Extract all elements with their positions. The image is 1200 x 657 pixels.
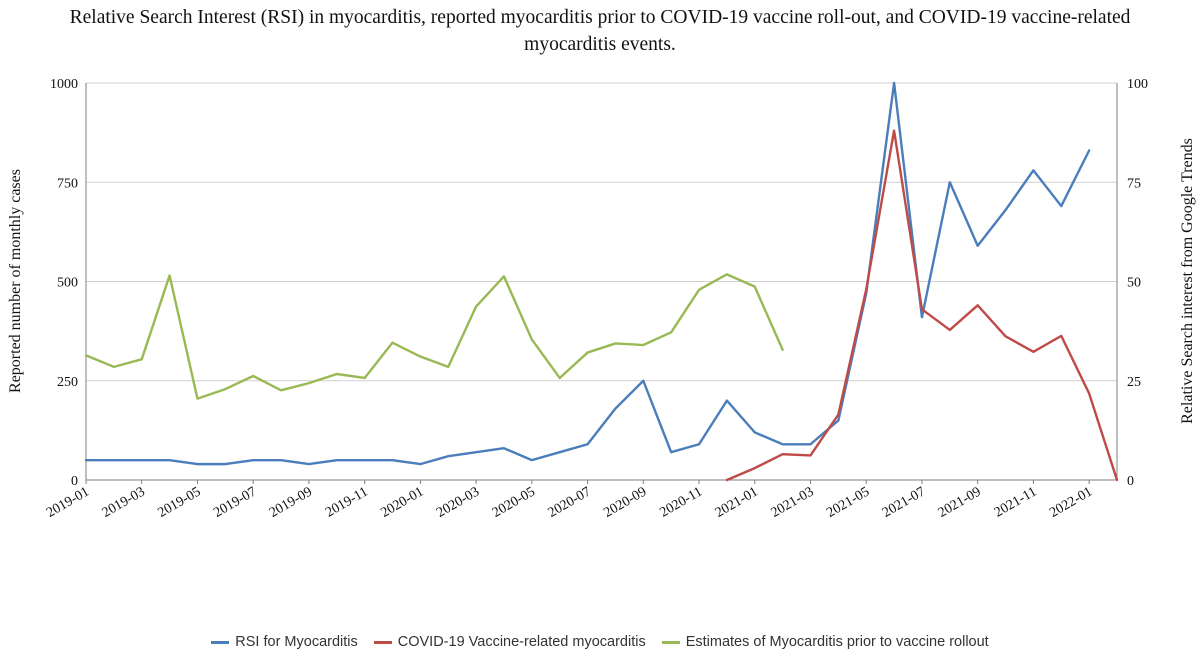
x-tick-label: 2021-09 (936, 484, 984, 520)
x-tick-label: 2022-01 (1047, 484, 1095, 520)
legend-swatch-estimates (661, 640, 680, 644)
y-left-tick-label: 750 (57, 176, 78, 191)
chart-title-line-1: Relative Search Interest (RSI) in myocar… (69, 7, 1131, 28)
x-tick-label: 2021-03 (769, 484, 817, 520)
y-right-tick-label: 75 (1127, 176, 1141, 191)
x-tick-label: 2019-03 (100, 484, 148, 520)
y-right-tick-label: 0 (1127, 474, 1134, 489)
legend-label-vaccine: COVID-19 Vaccine-related myocarditis (397, 634, 646, 650)
series-line-1 (725, 129, 1119, 482)
legend-item-estimates: Estimates of Myocarditis prior to vaccin… (661, 634, 989, 650)
x-tick-label: 2020-07 (546, 484, 594, 520)
x-tick-label: 2019-01 (44, 484, 92, 520)
x-tick-label: 2020-03 (434, 484, 482, 520)
y-axis-right-label: Relative Search interest from Google Tre… (1179, 138, 1196, 424)
y-right-tick-label: 25 (1127, 375, 1141, 390)
x-tick-label: 2019-11 (323, 484, 370, 520)
chart-title: Relative Search Interest (RSI) in myocar… (0, 4, 1200, 58)
legend-label-rsi: RSI for Myocarditis (235, 634, 358, 650)
y-axis-left-label: Reported number of monthly cases (7, 169, 24, 393)
x-tick-label: 2021-01 (713, 484, 761, 520)
series-lines (84, 81, 1119, 482)
series-line-2 (84, 273, 784, 400)
axes (85, 83, 1118, 484)
x-tick-label: 2020-05 (490, 484, 538, 520)
y-left-tick-label: 500 (57, 276, 78, 291)
gridlines (86, 82, 1117, 382)
x-tick-label: 2020-09 (601, 484, 649, 520)
x-tick-label: 2021-07 (880, 484, 928, 520)
legend-item-rsi: RSI for Myocarditis (211, 634, 358, 650)
legend-item-vaccine: COVID-19 Vaccine-related myocarditis (373, 634, 646, 650)
chart-title-line-2: myocarditis events. (524, 34, 676, 55)
x-tick-label: 2019-05 (156, 484, 204, 520)
y-right-tick-label: 50 (1127, 276, 1141, 291)
x-tick-label: 2020-01 (378, 484, 426, 520)
series-line-0 (84, 81, 1091, 466)
legend-swatch-vaccine (373, 640, 392, 644)
x-tick-label: 2021-05 (824, 484, 872, 520)
y-left-tick-label: 1000 (50, 77, 78, 92)
x-tick-label: 2021-11 (992, 484, 1039, 520)
y-right-tick-label: 100 (1127, 77, 1148, 92)
x-tick-label: 2019-09 (267, 484, 315, 520)
y-left-tick-label: 0 (71, 474, 78, 489)
y-left-tick-label: 250 (57, 375, 78, 390)
legend-swatch-rsi (211, 640, 230, 644)
legend-label-estimates: Estimates of Myocarditis prior to vaccin… (685, 634, 989, 650)
x-tick-label: 2020-11 (658, 484, 705, 520)
x-tick-label: 2019-07 (211, 484, 259, 520)
legend: RSI for Myocarditis COVID-19 Vaccine-rel… (0, 634, 1200, 650)
